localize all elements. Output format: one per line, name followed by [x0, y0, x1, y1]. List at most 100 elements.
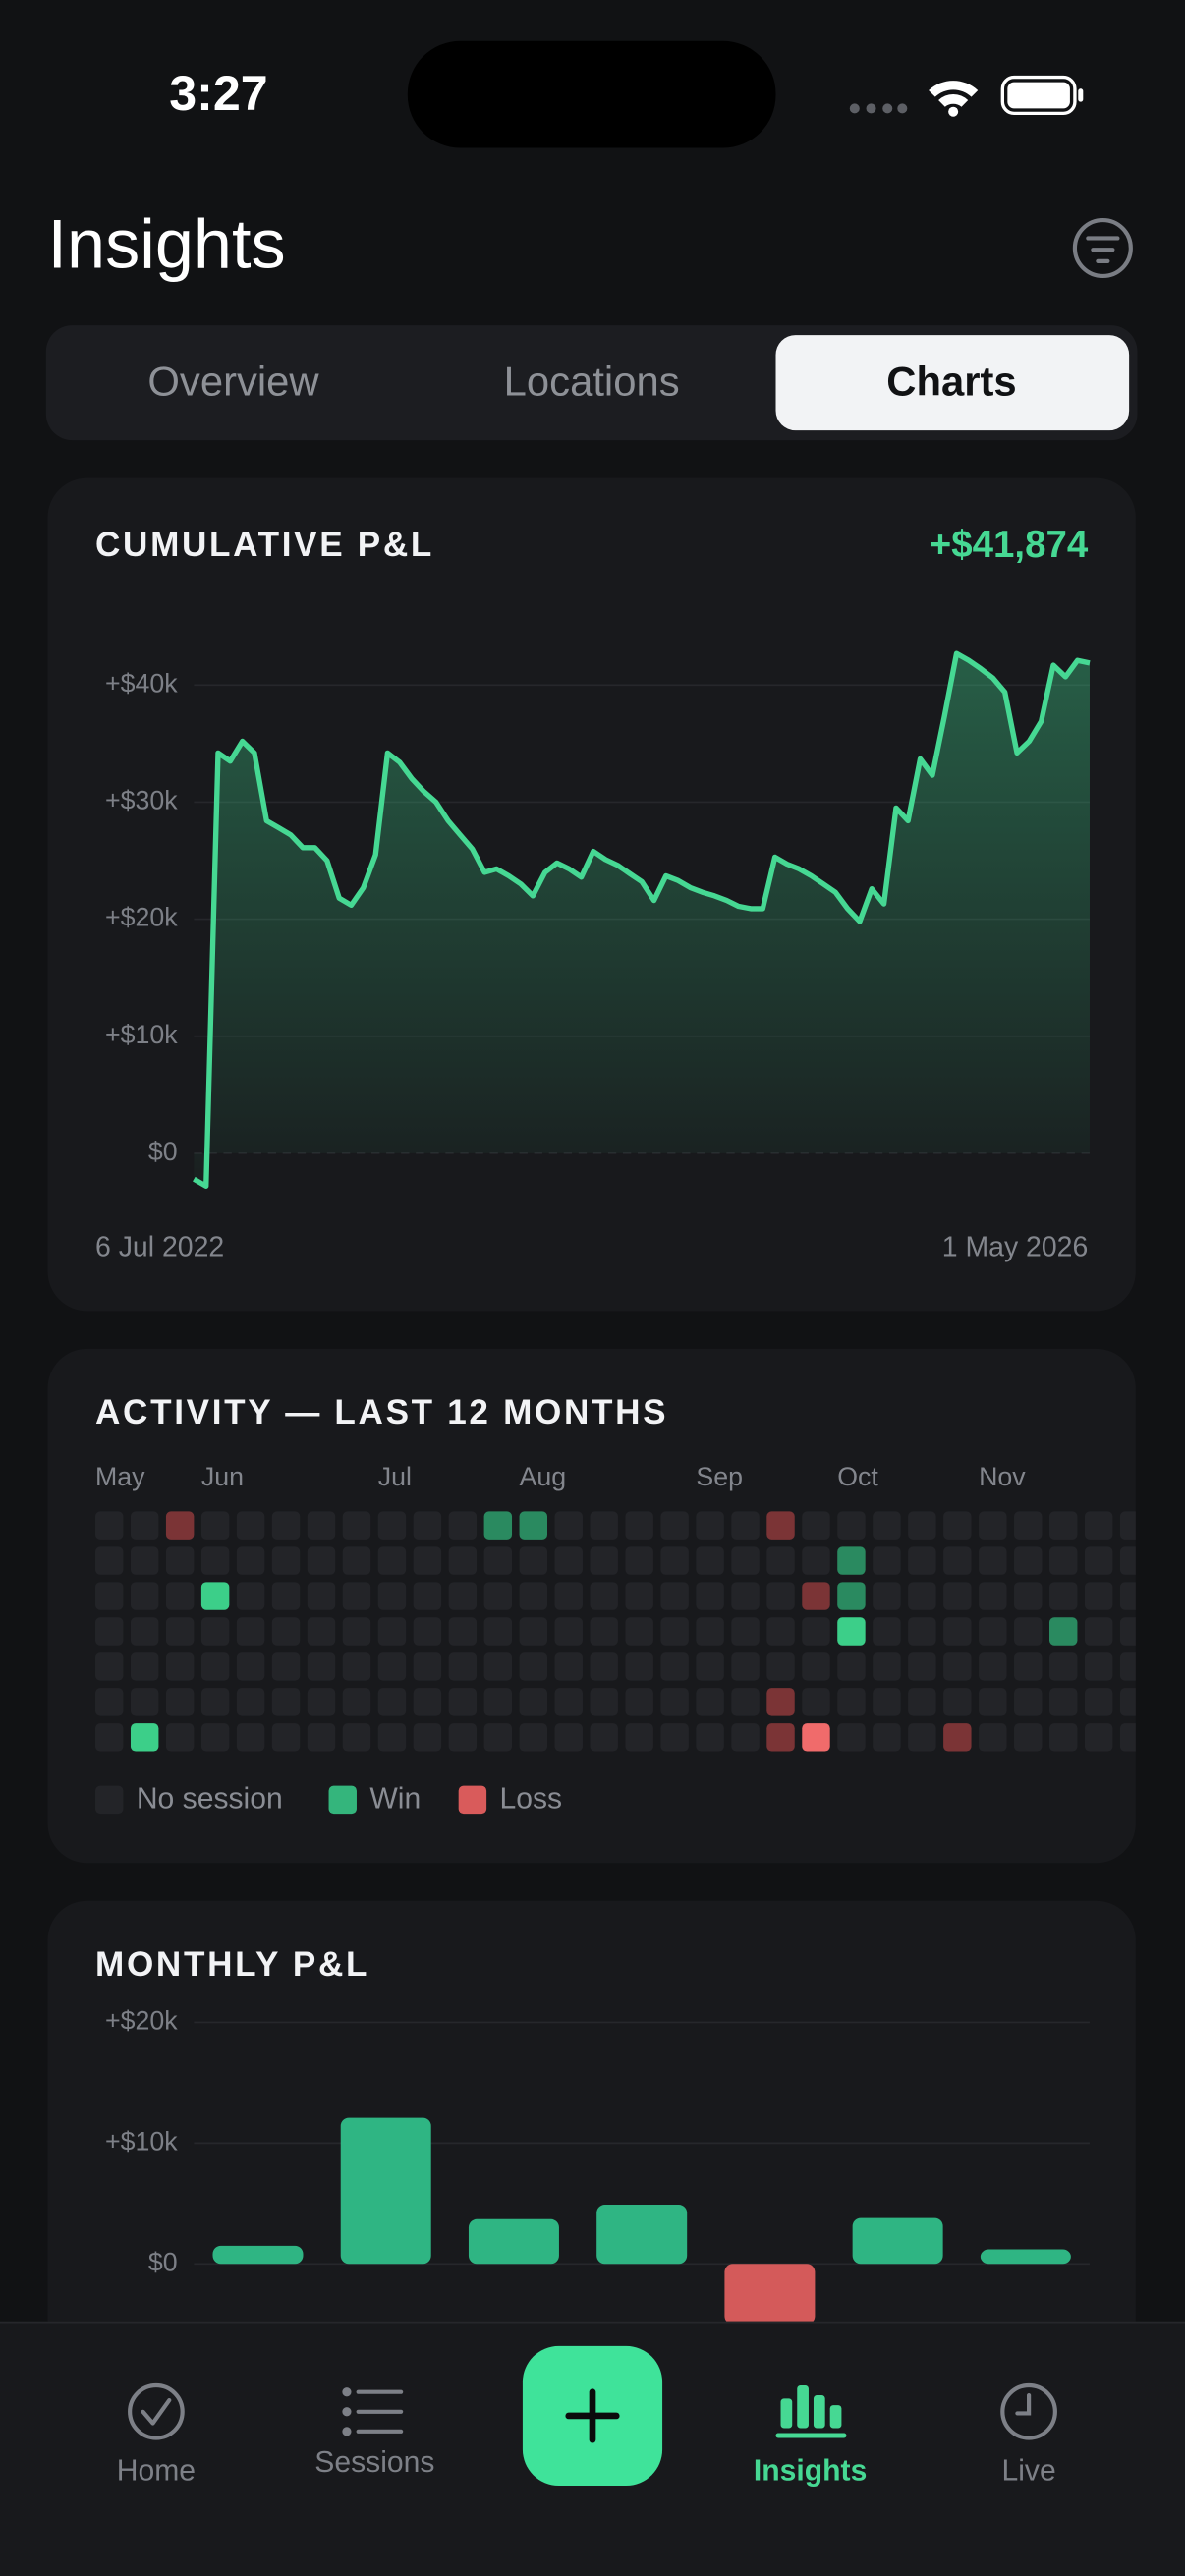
filter-button[interactable] — [1072, 217, 1133, 279]
activity-cell — [625, 1652, 653, 1681]
activity-cell — [377, 1546, 407, 1575]
activity-cell — [1119, 1511, 1136, 1540]
month-label: Sep — [696, 1462, 743, 1491]
activity-cell — [165, 1688, 195, 1716]
tab[interactable]: Overview — [147, 358, 319, 404]
activity-cell — [943, 1688, 972, 1716]
activity-cell — [342, 1688, 371, 1716]
nav-label[interactable]: Insights — [754, 2455, 867, 2488]
activity-cell — [660, 1652, 689, 1681]
activity-cell — [590, 1582, 618, 1610]
activity-cell — [590, 1652, 618, 1681]
activity-chart: ACTIVITY — LAST 12 MONTHS May Jun Jul Aug Se… — [95, 1393, 1136, 1816]
insights-icon — [775, 2385, 847, 2438]
card-title: CUMULATIVE P&L — [95, 526, 434, 564]
activity-cell — [130, 1688, 159, 1716]
nav-label[interactable]: Home — [117, 2455, 196, 2488]
activity-cell — [1084, 1723, 1113, 1752]
activity-cell — [979, 1511, 1007, 1540]
y-tick-label: $0 — [148, 1137, 178, 1166]
activity-cell — [342, 1617, 371, 1646]
activity-cell — [271, 1582, 301, 1610]
tab[interactable]: Locations — [504, 358, 680, 404]
activity-cell — [943, 1546, 972, 1575]
activity-cell — [554, 1617, 583, 1646]
activity-cell — [519, 1688, 548, 1716]
activity-cell — [483, 1688, 513, 1716]
activity-cell — [837, 1652, 866, 1681]
activity-cell — [236, 1688, 265, 1716]
wifi-icon — [929, 81, 979, 117]
activity-cell — [236, 1652, 265, 1681]
activity-cell — [95, 1546, 124, 1575]
activity-cell — [766, 1546, 795, 1575]
add-button[interactable] — [522, 2345, 663, 2487]
activity-cell — [130, 1511, 159, 1540]
activity-cell — [731, 1617, 760, 1646]
status-time: 3:27 — [169, 66, 267, 121]
activity-cell — [1014, 1546, 1043, 1575]
activity-cell — [307, 1511, 336, 1540]
activity-cell — [1049, 1511, 1078, 1540]
activity-cell — [1119, 1723, 1136, 1752]
activity-cell — [1049, 1617, 1078, 1646]
activity-cell — [483, 1652, 513, 1681]
nav-label[interactable]: Sessions — [314, 2446, 434, 2479]
activity-cell — [483, 1582, 513, 1610]
activity-cell — [696, 1723, 724, 1752]
activity-cell — [519, 1582, 548, 1610]
activity-cell — [1084, 1511, 1113, 1540]
activity-cell — [165, 1652, 195, 1681]
activity-cell — [1014, 1688, 1043, 1716]
activity-cell — [95, 1582, 124, 1610]
activity-cell — [95, 1511, 124, 1540]
activity-cell — [908, 1688, 936, 1716]
activity-cell — [236, 1511, 265, 1540]
activity-cell — [413, 1723, 442, 1752]
activity-cell — [377, 1688, 407, 1716]
activity-cell — [731, 1546, 760, 1575]
activity-cell — [979, 1723, 1007, 1752]
cumulative-chart: CUMULATIVE P&L +$41,874 6 Jul 2022 1 May… — [95, 524, 1091, 1262]
nav-label[interactable]: Live — [1001, 2455, 1055, 2488]
dynamic-island — [407, 40, 776, 148]
nav-items: Home Sessions Insights Live — [117, 2446, 1056, 2487]
bar — [212, 2245, 304, 2265]
month-label: Nov — [979, 1462, 1026, 1491]
activity-cell — [802, 1617, 830, 1646]
activity-cell — [873, 1511, 901, 1540]
activity-cell — [943, 1617, 972, 1646]
activity-cell — [377, 1582, 407, 1610]
activity-cell — [1049, 1582, 1078, 1610]
activity-cell — [766, 1617, 795, 1646]
activity-cell — [307, 1582, 336, 1610]
activity-cell — [554, 1582, 583, 1610]
activity-cell — [554, 1511, 583, 1540]
legend-swatch — [95, 1785, 124, 1815]
activity-cell — [873, 1582, 901, 1610]
tab[interactable]: Charts — [775, 335, 1130, 431]
activity-cell — [979, 1652, 1007, 1681]
activity-cell — [165, 1723, 195, 1752]
activity-cell — [1119, 1546, 1136, 1575]
activity-cell — [236, 1582, 265, 1610]
activity-cell — [307, 1617, 336, 1646]
home-icon — [128, 2382, 185, 2440]
month-label: Oct — [837, 1462, 878, 1491]
activity-cell — [448, 1688, 478, 1716]
y-tick-label: +$20k — [105, 903, 178, 932]
activity-cell — [837, 1688, 866, 1716]
activity-cell — [943, 1652, 972, 1681]
activity-cell — [483, 1723, 513, 1752]
activity-cell — [377, 1723, 407, 1752]
activity-cell — [130, 1617, 159, 1646]
activity-cell — [873, 1617, 901, 1646]
activity-cell — [1084, 1582, 1113, 1610]
activity-cell — [483, 1546, 513, 1575]
activity-cell — [165, 1511, 195, 1540]
activity-cell — [236, 1723, 265, 1752]
activity-cell — [660, 1617, 689, 1646]
activity-cell — [95, 1652, 124, 1681]
